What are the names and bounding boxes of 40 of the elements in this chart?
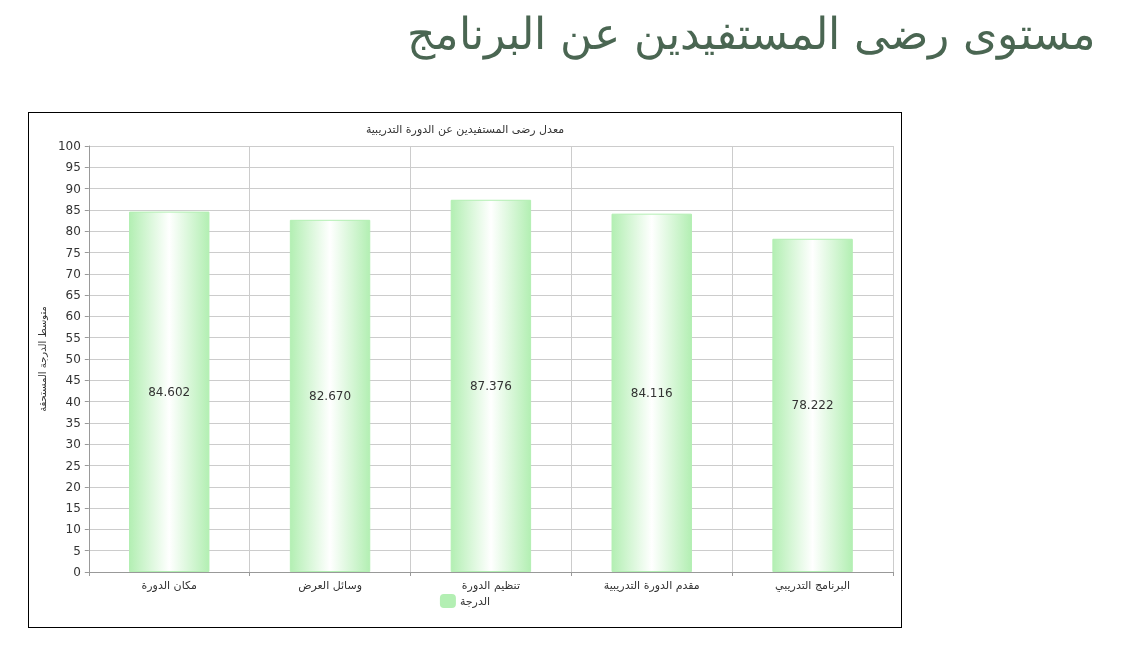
y-tick-label: 0 [73, 565, 81, 579]
y-tick-label: 35 [65, 415, 81, 430]
y-tick-label: 30 [65, 437, 81, 452]
y-tick-label: 15 [65, 501, 81, 516]
y-tick-label: 60 [65, 309, 81, 324]
y-tick-label: 25 [65, 458, 81, 473]
data-label: 82.670 [309, 388, 352, 403]
y-tick-label: 80 [65, 224, 81, 239]
bar [611, 213, 692, 572]
data-label: 78.222 [791, 398, 834, 413]
y-tick-label: 75 [65, 245, 81, 260]
x-tick-label: البرنامج التدريبي [775, 579, 851, 592]
x-tick-label: مقدم الدورة التدريبية [603, 579, 700, 592]
y-tick-label: 85 [65, 202, 81, 217]
chart-subtitle: معدل رضى المستفيدين عن الدورة التدريبية [365, 123, 565, 136]
data-label: 87.376 [469, 378, 512, 393]
y-tick-label: 45 [65, 373, 81, 388]
y-tick-label: 100 [57, 139, 81, 153]
x-tick-label: مكان الدورة [141, 579, 198, 592]
bar [450, 199, 532, 572]
y-tick-label: 10 [65, 522, 81, 537]
y-tick-label: 95 [65, 160, 81, 175]
data-label: 84.116 [630, 385, 673, 400]
x-tick-label: وسائل العرض [298, 579, 362, 592]
y-tick-label: 55 [65, 330, 81, 345]
y-tick-label: 20 [65, 479, 81, 494]
y-tick-label: 5 [73, 543, 81, 558]
data-label: 84.602 [148, 384, 191, 399]
y-tick-label: 40 [65, 394, 81, 409]
bar [289, 219, 371, 572]
x-tick-label: تنظيم الدورة [461, 579, 520, 592]
legend-label: الدرجة [459, 594, 491, 608]
y-tick-label: 65 [65, 288, 81, 303]
bar [129, 211, 210, 572]
y-tick-label: 90 [65, 181, 81, 196]
chart-title: مستوى رضى المستفيدين عن البرنامج [407, 8, 1096, 59]
y-tick-label: 70 [65, 266, 81, 281]
bar [772, 238, 853, 572]
y-axis-title: متوسط الدرجة المستحقة [36, 306, 48, 412]
y-tick-label: 50 [65, 352, 81, 366]
